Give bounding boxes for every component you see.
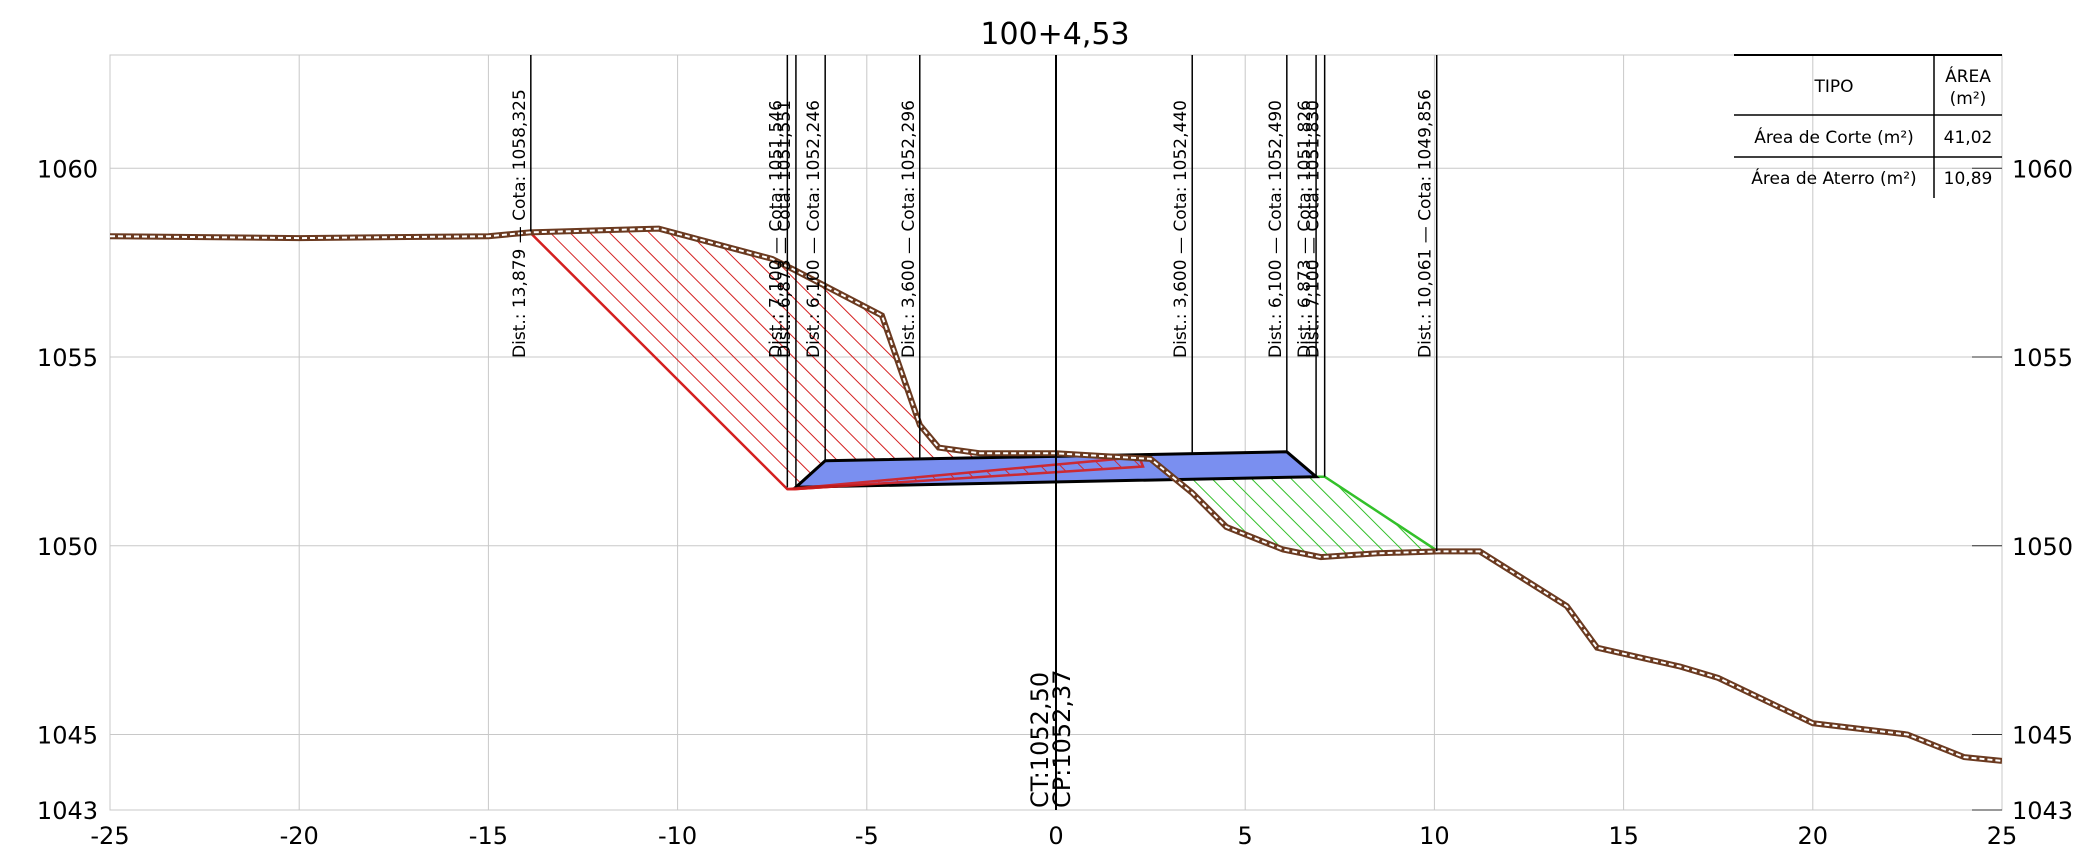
y-tick-label-left: 1060 xyxy=(37,155,98,183)
offset-label: Dist.: 7,100 — Cota: 1051,830 xyxy=(1304,100,1324,358)
x-tick-label: 0 xyxy=(1048,822,1063,850)
x-tick-label: -25 xyxy=(90,822,129,850)
terrain xyxy=(110,225,2002,764)
chart-title: 100+4,53 xyxy=(980,17,1129,52)
y-tick-label-left: 1055 xyxy=(37,344,98,372)
offset-label: Dist.: 6,873 — Cota: 1051,826 xyxy=(1295,100,1315,358)
area-table: TIPO ÁREA(m²) Área de Corte (m²) 41,02 Área … xyxy=(1734,54,2002,198)
offset-label: Dist.: 6,100 — Cota: 1052,246 xyxy=(804,100,824,358)
table-header-unit: (m²) xyxy=(1950,89,1987,109)
table-header-tipo: TIPO xyxy=(1813,77,1853,97)
table-cell-area: 10,89 xyxy=(1944,169,1993,189)
cut-area-overlap xyxy=(787,455,1145,491)
y-tick-label-right: 1043 xyxy=(2012,797,2073,825)
offset-label: Dist.: 7,100 — Cota: 1051,546 xyxy=(766,100,786,358)
table-cell-tipo: Área de Corte (m²) xyxy=(1754,126,1914,148)
cut-area xyxy=(527,227,1145,491)
terrain-line-inner xyxy=(110,227,2002,762)
offset-label: Dist.: 13,879 — Cota: 1058,325 xyxy=(510,89,530,358)
y-tick-label-right: 1060 xyxy=(2012,155,2073,183)
y-tick-label-left: 1045 xyxy=(37,722,98,750)
table-header-area: ÁREA xyxy=(1945,65,1991,87)
table-cell-area: 41,02 xyxy=(1944,128,1993,148)
x-tick-label: -15 xyxy=(469,822,508,850)
y-tick-label-left: 1043 xyxy=(37,797,98,825)
y-tick-label-right: 1045 xyxy=(2012,722,2073,750)
x-tick-label: 5 xyxy=(1238,822,1253,850)
offset-label: Dist.: 3,600 — Cota: 1052,440 xyxy=(1171,100,1191,358)
cp-label: CP:1052,37 xyxy=(1048,669,1076,808)
table-cell-tipo: Área de Aterro (m²) xyxy=(1751,167,1916,189)
x-tick-label: -5 xyxy=(855,822,879,850)
y-tick-label-right: 1050 xyxy=(2012,533,2073,561)
offset-lines: Dist.: 13,879 — Cota: 1058,325 Dist.: 7,1… xyxy=(510,55,1438,552)
offset-label: Dist.: 6,100 — Cota: 1052,490 xyxy=(1266,100,1286,358)
offset-label: Dist.: 6,873 — Cota: 1051,551 xyxy=(775,100,795,358)
x-tick-label: -20 xyxy=(280,822,319,850)
x-tick-label: 25 xyxy=(1987,822,2018,850)
ct-label: CT:1052,50 xyxy=(1026,672,1054,808)
x-tick-label: 20 xyxy=(1798,822,1829,850)
y-tick-label-left: 1050 xyxy=(37,533,98,561)
offset-label: Dist.: 10,061 — Cota: 1049,856 xyxy=(1416,89,1436,358)
x-tick-label: 10 xyxy=(1419,822,1450,850)
offset-label: Dist.: 3,600 — Cota: 1052,296 xyxy=(899,100,919,358)
y-tick-label-right: 1055 xyxy=(2012,344,2073,372)
x-tick-label: -10 xyxy=(658,822,697,850)
x-tick-label: 15 xyxy=(1608,822,1639,850)
